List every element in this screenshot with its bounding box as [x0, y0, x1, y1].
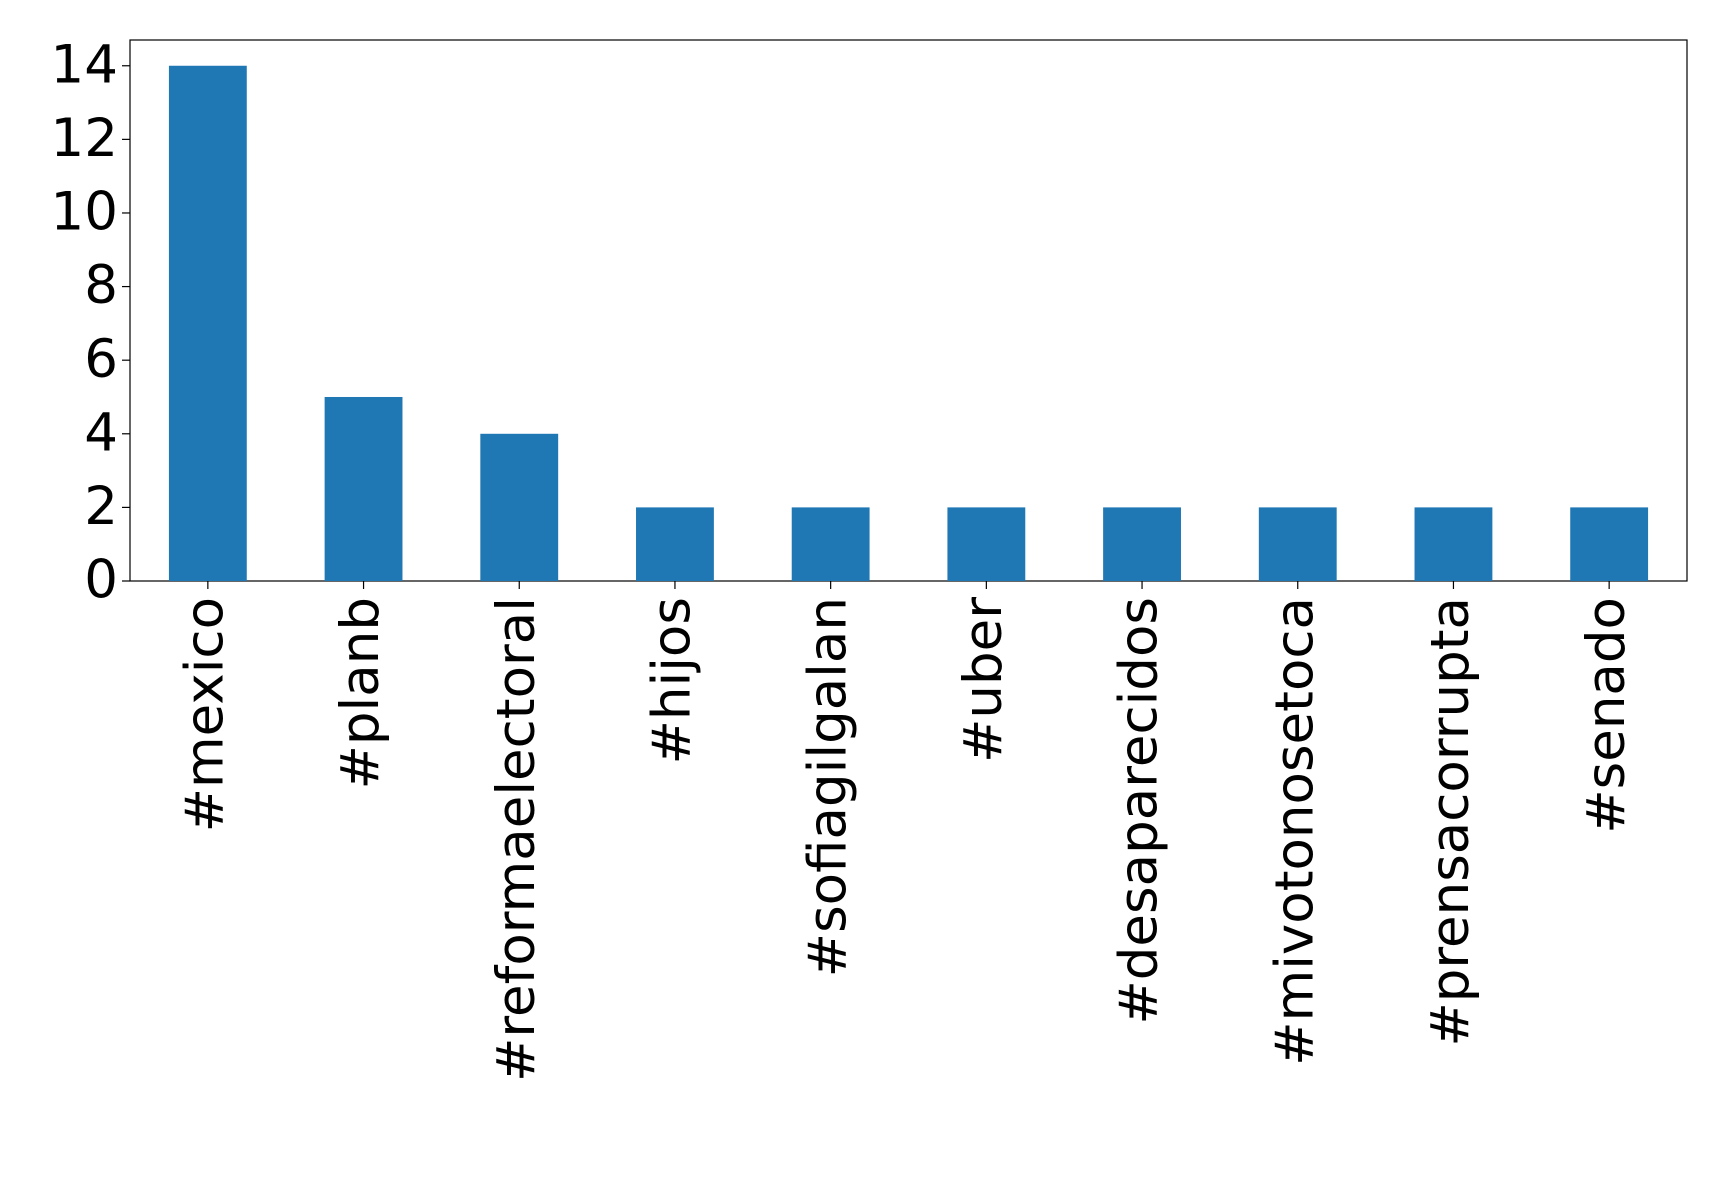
x-tick-label: #mexico	[174, 597, 235, 832]
bar	[791, 507, 870, 581]
y-tick-label: 0	[84, 550, 118, 611]
x-tick-label: #planb	[330, 597, 391, 790]
bar	[1103, 507, 1181, 581]
y-tick-label: 2	[84, 476, 118, 537]
x-tick-label: #senado	[1576, 597, 1637, 834]
y-tick-label: 14	[51, 34, 118, 95]
bar	[1414, 507, 1493, 581]
x-tick-label: #uber	[953, 597, 1014, 763]
x-tick-label: #hijos	[642, 597, 703, 765]
x-tick-label: #mivotonosetoca	[1264, 597, 1325, 1066]
y-tick-label: 8	[84, 255, 118, 316]
y-tick-label: 4	[84, 402, 118, 463]
y-tick-label: 6	[84, 329, 118, 390]
y-tick-label: 12	[51, 108, 118, 169]
bar	[636, 507, 714, 581]
y-tick-label: 10	[51, 182, 118, 243]
bar	[168, 65, 247, 581]
bar	[1570, 507, 1649, 581]
plot-frame	[129, 39, 1688, 582]
x-tick-label: #desaparecidos	[1109, 597, 1170, 1025]
bar	[947, 507, 1026, 581]
x-tick-label: #prensacorrupta	[1420, 597, 1481, 1047]
x-tick-label: #reformaelectoral	[486, 597, 547, 1082]
bar	[324, 396, 403, 581]
x-tick-label: #sofiagilgalan	[797, 597, 858, 977]
bar	[480, 433, 559, 581]
bar	[1258, 507, 1337, 581]
